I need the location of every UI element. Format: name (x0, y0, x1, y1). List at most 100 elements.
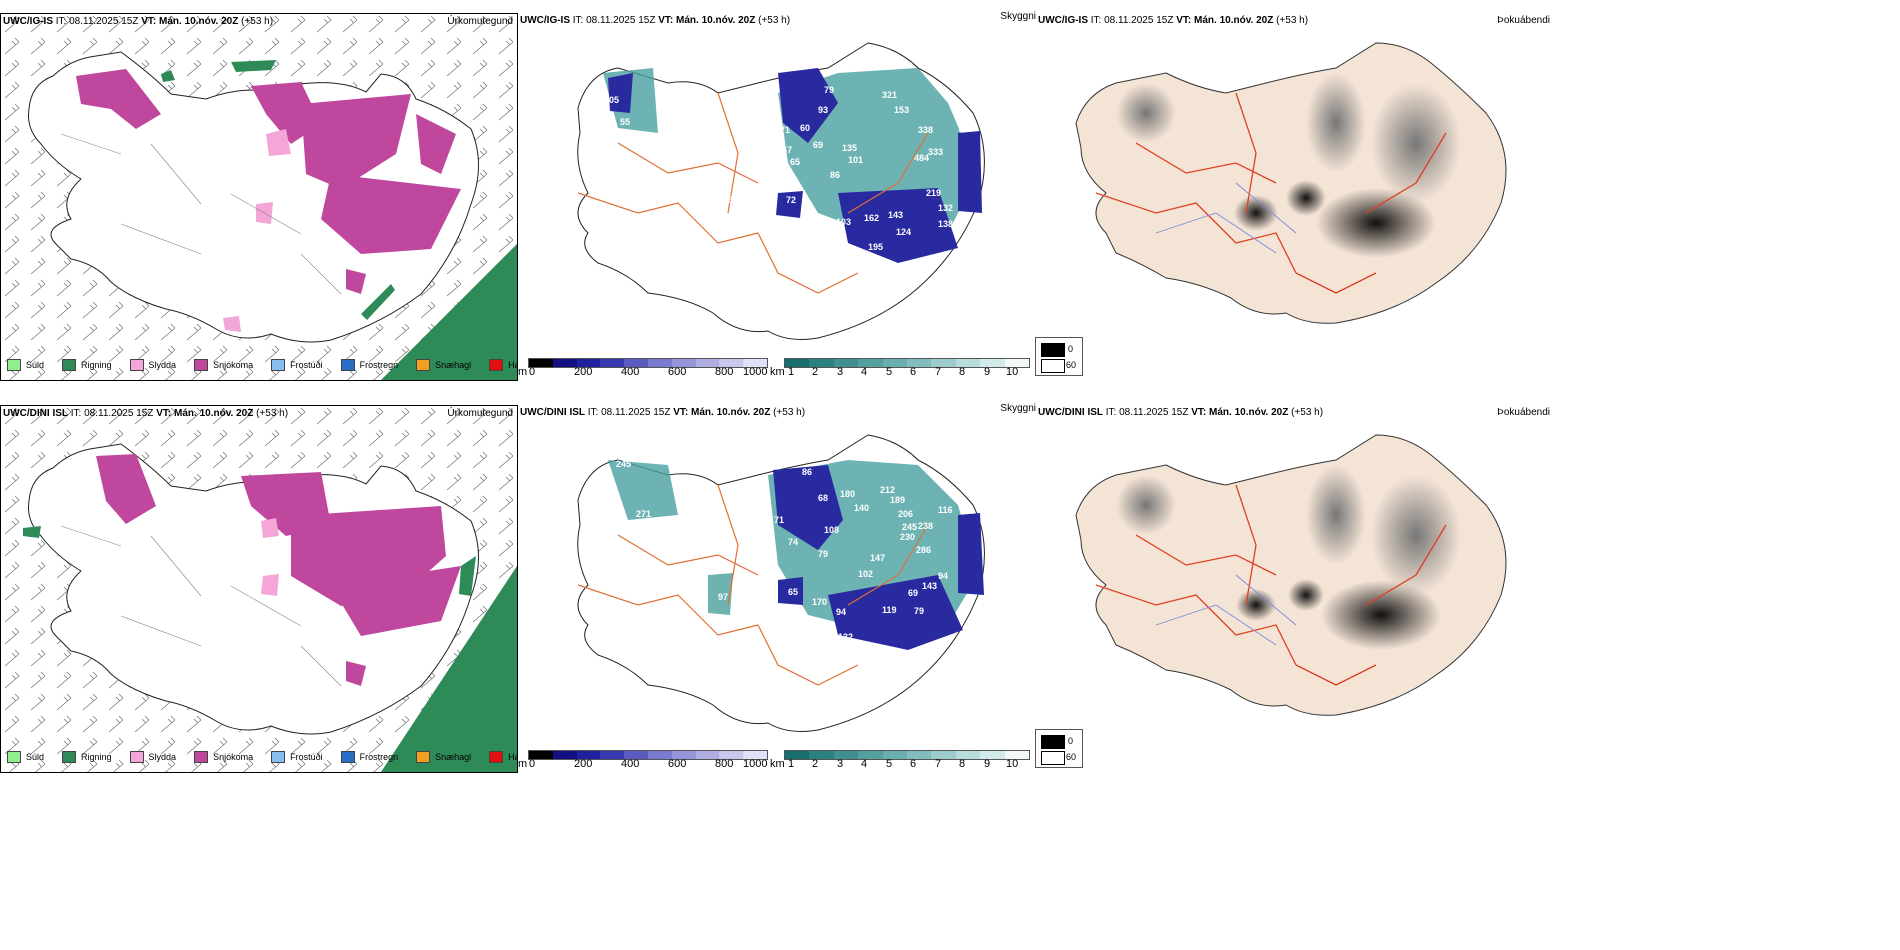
visibility-value: 93 (818, 105, 828, 115)
visibility-value: 321 (882, 90, 897, 100)
visibility-value: 79 (914, 606, 924, 616)
visibility-value: 97 (718, 592, 728, 602)
visibility-value: 60 (800, 123, 810, 133)
visibility-colorbar: km 1 2 3 4 5 6 7 8 9 10 (770, 750, 1032, 770)
visibility-value: 74 (788, 537, 798, 547)
panel-header: UWC/DINI ISL IT: 08.11.2025 15Z VT: Mán.… (520, 407, 806, 418)
visibility-value: 65 (788, 587, 798, 597)
legend-item: Rigning (62, 751, 112, 763)
visibility-value: 71 (780, 125, 790, 135)
rain-areas (161, 60, 517, 380)
visibility-colorbar: km 1 2 3 4 5 6 7 8 9 10 (770, 358, 1032, 378)
visibility-value: 65 (790, 157, 800, 167)
fog-map (1075, 434, 1507, 716)
visibility-value: 94 (836, 607, 846, 617)
precip-panel-row1: UWC/IG-IS IT: 08.11.2025 15Z VT: Mán. 10… (0, 13, 534, 381)
panel-header: UWC/IG-IS IT: 08.11.2025 15Z VT: Mán. 10… (3, 16, 274, 27)
model-name: UWC/IG-IS (520, 15, 570, 26)
visibility-value: 105 (604, 95, 619, 105)
visibility-value: 245 (616, 459, 631, 469)
visibility-value: 118 (958, 123, 973, 133)
visibility-value: 195 (868, 242, 883, 252)
visibility-value: 333 (928, 147, 943, 157)
legend-item: Frostúði (271, 359, 323, 371)
visibility-value: 79 (824, 85, 834, 95)
model-name: UWC/IG-IS (3, 16, 53, 27)
visibility-value: 116 (938, 505, 953, 515)
visibility-value: 69 (813, 140, 823, 150)
colorbar-strip (528, 750, 768, 760)
visibility-value: 206 (898, 509, 913, 519)
legend-item: Slydda (129, 751, 176, 763)
legend-item: Frostúði (271, 751, 323, 763)
visibility-value: 103 (836, 217, 851, 227)
visibility-value: 119 (882, 605, 897, 615)
legend-item: Slydda (129, 359, 176, 371)
visibility-value: 86 (802, 467, 812, 477)
legend-item: Súld (7, 359, 44, 371)
visibility-value: 170 (812, 597, 827, 607)
visibility-value: 94 (938, 571, 948, 581)
visibility-panel-row2: 245 271 71 74 79 68 119 94 102 147 206 2… (518, 403, 1038, 771)
panel-header: UWC/IG-IS IT: 08.11.2025 15Z VT: Mán. 10… (1038, 15, 1309, 26)
legend-item: Snæhagl (416, 359, 471, 371)
visibility-value: 271 (636, 509, 651, 519)
visibility-value: 189 (890, 495, 905, 505)
visibility-value: 132 (938, 203, 953, 213)
legend-item: Frostregn (340, 751, 398, 763)
visibility-value: 138 (938, 219, 953, 229)
visibility-value: 135 (842, 143, 857, 153)
visibility-panel-row1: 71 60 103 162 143 195 124 72 69 86 135 3… (518, 11, 1038, 379)
visibility-value: 162 (864, 213, 879, 223)
visibility-value: 338 (918, 125, 933, 135)
legend-item: Snjókoma (194, 359, 253, 371)
visibility-value: 111 (858, 265, 872, 275)
panel-title: Þokuábendi (1497, 15, 1550, 26)
visibility-value: 84 (766, 101, 776, 111)
fog-legend: 0 60 (1035, 337, 1083, 376)
cloudbase-colorbar: m 0 200 400 600 800 1000 (518, 750, 768, 770)
precip-legend: Súld Rigning Slydda Snjókoma Frostúði Fr… (7, 359, 548, 371)
visibility-labels: 245 271 71 74 79 68 119 94 102 147 206 2… (616, 459, 953, 642)
visibility-value: 286 (916, 545, 931, 555)
visibility-labels: 71 60 103 162 143 195 124 72 69 86 135 3… (604, 85, 973, 275)
legend-item: Snæhagl (416, 751, 471, 763)
visibility-value: 79 (818, 549, 828, 559)
panel-title: Skyggni (1000, 11, 1036, 22)
visibility-value: 140 (854, 503, 869, 513)
model-name: UWC/DINI ISL (3, 408, 68, 419)
colorbar-strip (784, 750, 1030, 760)
fog-panel-row2: UWC/DINI ISL IT: 08.11.2025 15Z VT: Mán.… (1036, 405, 1554, 725)
precip-map (1, 14, 517, 380)
colorbar-strip (528, 358, 768, 368)
snow-areas (76, 69, 461, 294)
visibility-value: 102 (858, 569, 873, 579)
visibility-value: 71 (774, 515, 784, 525)
model-name: UWC/IG-IS (1038, 15, 1088, 26)
visibility-value: 108 (824, 525, 839, 535)
visibility-map: 245 271 71 74 79 68 119 94 102 147 206 2… (577, 434, 985, 732)
visibility-value: 219 (926, 188, 941, 198)
colorbar-strip (784, 358, 1030, 368)
visibility-value: 230 (900, 532, 915, 542)
cloudbase-colorbar: m 0 200 400 600 800 1000 (518, 358, 768, 378)
visibility-value: 69 (908, 588, 918, 598)
panel-header: UWC/IG-IS IT: 08.11.2025 15Z VT: Mán. 10… (520, 15, 791, 26)
visibility-value: 101 (848, 155, 863, 165)
panel-title: Þokuábendi (1497, 407, 1550, 418)
panel-title: Úrkomutegund (447, 408, 513, 419)
visibility-value: 180 (840, 489, 855, 499)
panel-title: Úrkomutegund (447, 16, 513, 27)
visibility-value: 124 (896, 227, 911, 237)
visibility-value: 86 (830, 170, 840, 180)
model-name: UWC/DINI ISL (520, 407, 585, 418)
visibility-value: 68 (818, 493, 828, 503)
visibility-value: 55 (620, 117, 630, 127)
panel-header: UWC/DINI ISL IT: 08.11.2025 15Z VT: Mán.… (1038, 407, 1324, 418)
legend-item: Snjókoma (194, 751, 253, 763)
precip-map (1, 406, 517, 772)
panel-title: Skyggni (1000, 403, 1036, 414)
visibility-map: 71 60 103 162 143 195 124 72 69 86 135 3… (577, 42, 985, 340)
visibility-value: 238 (918, 521, 933, 531)
visibility-value: 143 (888, 210, 903, 220)
